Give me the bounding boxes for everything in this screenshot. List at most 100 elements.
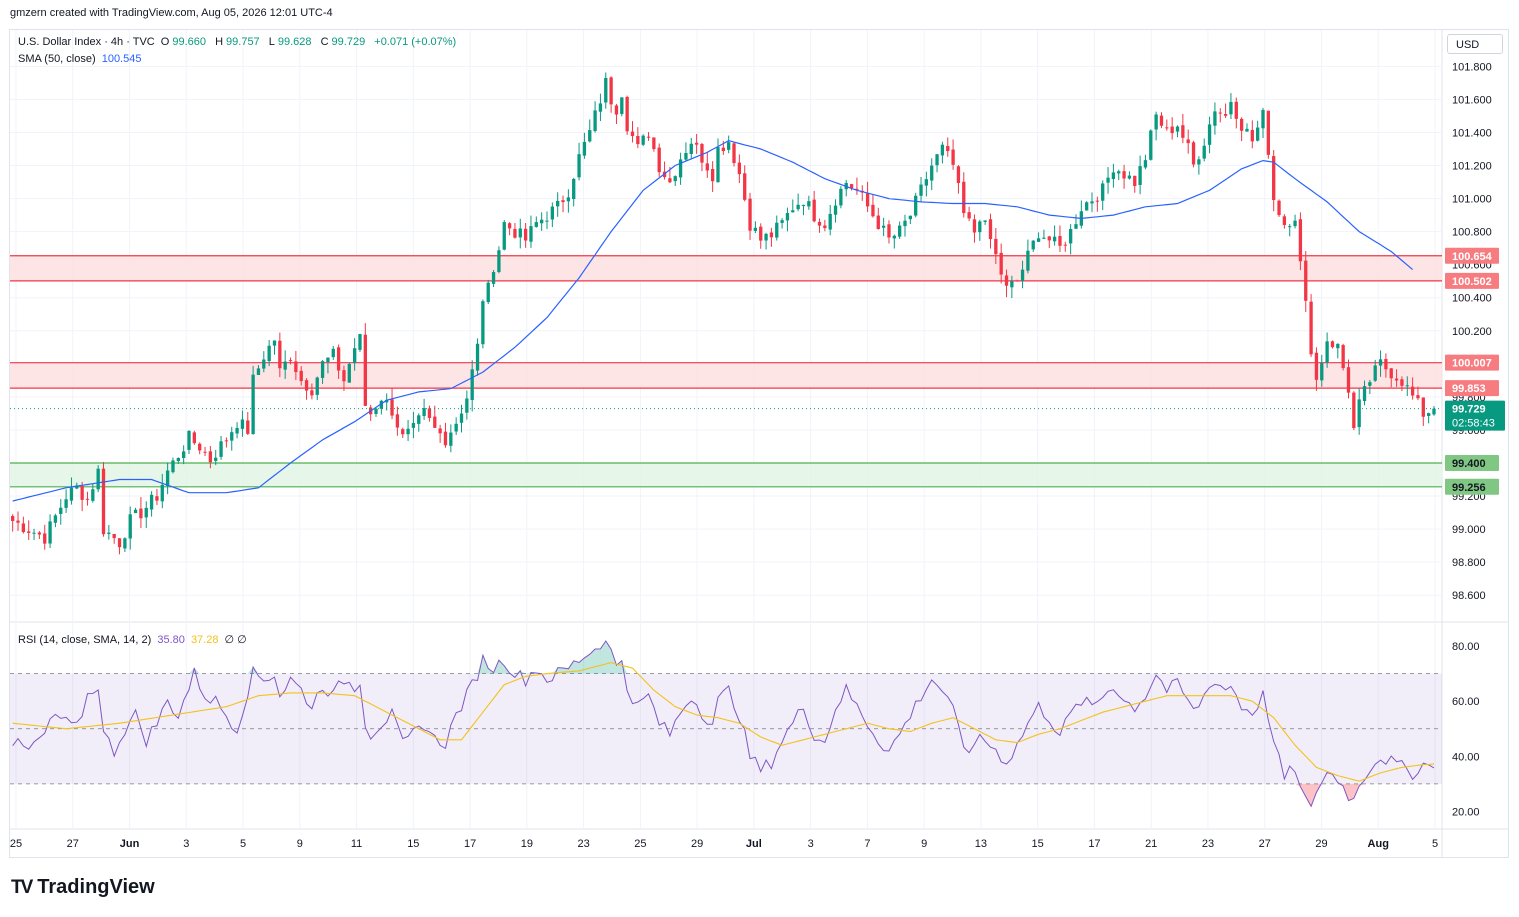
x-tick-label: Jun	[120, 838, 140, 850]
candle	[1117, 169, 1121, 181]
rsi-value: 35.80	[157, 634, 185, 646]
candle-body	[112, 533, 116, 539]
candle	[1421, 397, 1425, 426]
candle	[1149, 129, 1153, 161]
rsi-y-tick-label: 60.00	[1452, 696, 1480, 708]
candle	[855, 177, 859, 195]
resistance-zone	[10, 255, 1442, 281]
candle	[577, 142, 581, 181]
rsi-overbought-fill	[611, 649, 617, 674]
candle-body	[1090, 201, 1094, 204]
candle-body	[716, 147, 720, 183]
resistance-zone	[10, 362, 1442, 389]
candle	[1336, 343, 1340, 359]
price-change: +0.071 (+0.07%)	[374, 36, 457, 48]
candle-body	[417, 415, 421, 424]
candle-body	[427, 408, 432, 419]
candle-body	[139, 508, 143, 519]
candle	[96, 465, 100, 493]
candle	[198, 442, 202, 455]
tradingview-logo[interactable]: TV TradingView	[11, 876, 155, 899]
candle	[1026, 239, 1030, 274]
candle-body	[1421, 397, 1425, 417]
candle-body	[636, 135, 640, 145]
candle	[1181, 113, 1185, 144]
sma-label[interactable]: SMA (50, close)	[18, 53, 96, 65]
candle-body	[486, 282, 490, 303]
candle	[1085, 201, 1089, 211]
candle	[481, 299, 485, 349]
candle	[908, 215, 912, 224]
candle	[972, 214, 977, 243]
candle-body	[1213, 111, 1217, 126]
x-tick-label: 3	[808, 838, 814, 850]
candle	[807, 195, 811, 210]
candle-body	[1111, 172, 1116, 180]
candle	[69, 477, 74, 505]
candle-body	[1362, 386, 1367, 402]
candle	[876, 207, 880, 230]
candle-body	[304, 380, 309, 391]
currency-button[interactable]: USD	[1447, 34, 1503, 54]
candle	[182, 445, 186, 465]
candle-body	[1341, 345, 1345, 369]
candle	[652, 137, 656, 152]
candle	[1213, 102, 1217, 135]
ohlc-high: H 99.757	[215, 36, 260, 48]
candle-body	[1154, 114, 1158, 130]
y-tick-label: 98.600	[1452, 590, 1486, 602]
candle-body	[406, 428, 410, 435]
candle	[53, 513, 58, 528]
candle-body	[208, 451, 213, 463]
candle-body	[572, 178, 576, 200]
candle-body	[91, 489, 95, 501]
candle	[630, 121, 635, 143]
candle	[272, 340, 277, 355]
candle	[112, 533, 116, 544]
candle-body	[502, 222, 506, 250]
candle-body	[470, 369, 474, 400]
x-tick-label: 17	[464, 838, 476, 850]
candle-body	[876, 215, 880, 230]
candle-body	[278, 340, 282, 369]
x-tick-label: 11	[351, 838, 362, 850]
candle-body	[1400, 379, 1404, 386]
symbol-label[interactable]: U.S. Dollar Index · 4h · TVC	[18, 36, 155, 48]
rsi-overbought-fill	[605, 641, 612, 674]
candle	[1127, 171, 1132, 180]
candle	[235, 422, 239, 439]
zone-price-tag-label: 99.256	[1452, 482, 1486, 494]
candle-body	[785, 213, 790, 221]
candle	[176, 457, 180, 464]
candle	[411, 411, 416, 439]
candle	[374, 407, 378, 417]
candle	[117, 538, 122, 555]
candle	[475, 338, 480, 376]
candle-body	[144, 507, 148, 518]
candle-body	[320, 361, 325, 378]
candle	[502, 220, 506, 251]
candle	[801, 204, 806, 216]
candle-body	[588, 130, 592, 142]
x-tick-label: 23	[1202, 838, 1214, 850]
candle	[246, 412, 250, 436]
candle-body	[689, 143, 693, 155]
candle	[1223, 103, 1228, 119]
zone-price-tag-label: 100.007	[1452, 358, 1492, 370]
candle-body	[182, 451, 186, 459]
candle-body	[1245, 128, 1249, 132]
candle	[833, 199, 838, 223]
candle	[401, 427, 405, 439]
candle	[689, 137, 693, 159]
rsi-label[interactable]: RSI (14, close, SMA, 14, 2)	[18, 634, 152, 646]
candle	[1095, 196, 1100, 212]
candle	[251, 365, 255, 435]
candle-body	[625, 96, 629, 132]
rsi-overbought-fill	[568, 660, 574, 674]
candle-body	[753, 227, 758, 231]
candle	[390, 388, 394, 420]
x-tick-label: 3	[183, 838, 189, 850]
candle-body	[117, 538, 122, 548]
candle-body	[310, 390, 314, 396]
